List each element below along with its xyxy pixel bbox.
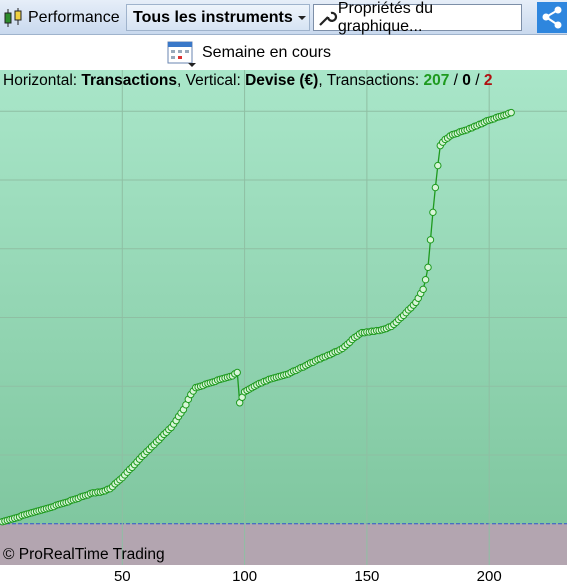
info-value: Transactions: [81, 72, 178, 89]
info-text: Horizontal:: [3, 72, 78, 89]
info-value: Devise (€): [245, 72, 319, 89]
x-tick-label: 100: [232, 568, 257, 585]
trade-point: [233, 368, 241, 377]
losses: 2: [483, 72, 493, 89]
info-text: ,: [177, 72, 182, 89]
share-button[interactable]: [537, 2, 567, 33]
wins: 207: [423, 72, 450, 89]
info-text: /: [475, 72, 480, 89]
negative-zone: [0, 523, 567, 565]
period-bar: Semaine en cours: [0, 35, 567, 70]
instruments-dropdown[interactable]: Tous les instruments: [126, 4, 310, 31]
info-text: ,: [318, 72, 323, 89]
trade-point: [419, 285, 427, 294]
watermark: © ProRealTime Trading: [3, 546, 165, 563]
x-tick-label: 200: [477, 568, 502, 585]
candle-icon: [4, 7, 22, 27]
trade-point: [421, 275, 430, 284]
info-text: /: [453, 72, 458, 89]
trade-point: [507, 108, 515, 117]
dropdown-arrow: [297, 15, 306, 20]
trade-point: [429, 208, 437, 217]
neutral: 0: [462, 72, 471, 89]
x-axis-band: [0, 565, 567, 585]
toolbar: Performance Tous les instruments Proprié…: [0, 0, 567, 35]
calendar-icon[interactable]: [166, 39, 198, 69]
trade-point: [434, 161, 442, 170]
x-tick-label: 150: [354, 568, 379, 585]
chart: 50 100 150 200: [0, 70, 567, 585]
trade-point: [426, 236, 435, 244]
info-line: Horizontal: Transactions, Vertical: Devi…: [3, 72, 492, 90]
period-label[interactable]: Semaine en cours: [202, 44, 331, 61]
info-text: Transactions:: [326, 72, 420, 89]
info-text: Vertical:: [185, 72, 241, 89]
x-tick-label: 50: [114, 568, 131, 585]
properties-button[interactable]: Propriétés du graphique...: [313, 0, 522, 35]
share-icon: [542, 6, 562, 29]
performance-label: Performance: [28, 8, 120, 26]
properties-label: Propriétés du graphique...: [337, 0, 434, 35]
trade-point: [424, 263, 432, 272]
wrench-icon: [319, 11, 338, 26]
trade-point: [431, 183, 440, 192]
performance-tab[interactable]: Performance: [2, 4, 124, 31]
instruments-label: Tous les instruments: [133, 8, 293, 26]
